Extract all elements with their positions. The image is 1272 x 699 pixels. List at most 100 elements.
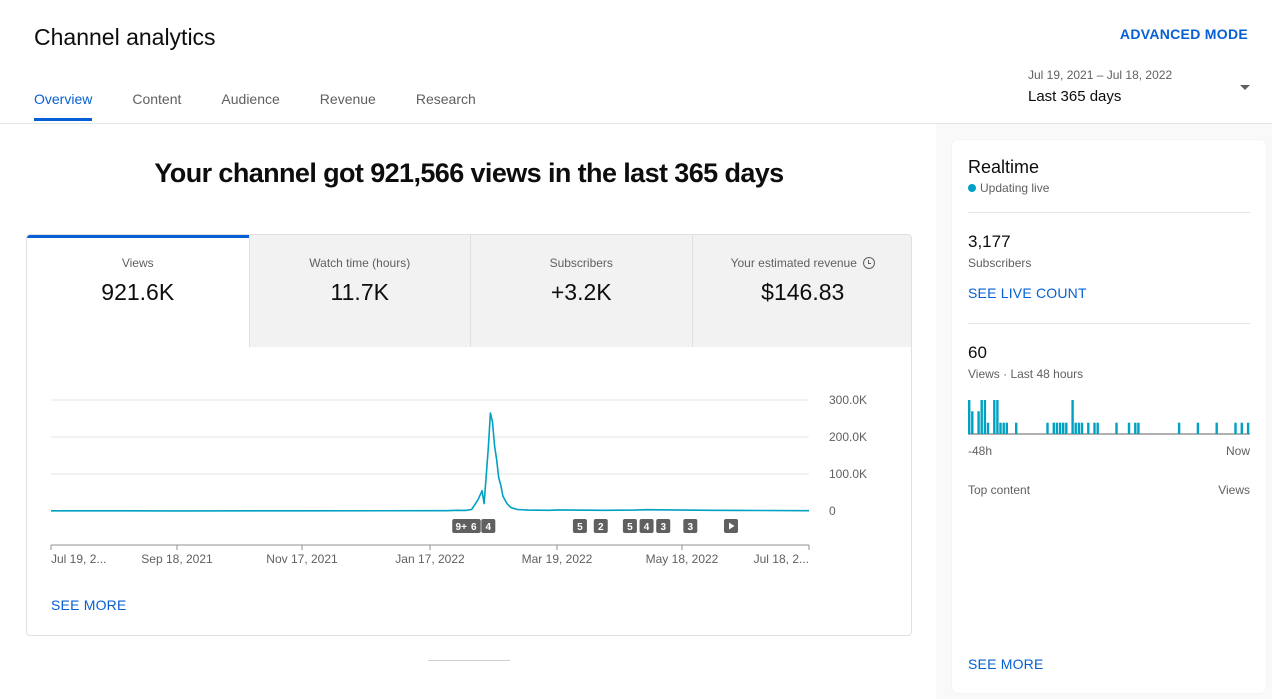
realtime-bar [1093,422,1096,434]
date-range: Jul 19, 2021 – Jul 18, 2022 [1028,68,1173,82]
metric-label: Your estimated revenue [730,256,857,270]
metric-label-wrap: Your estimated revenue [693,256,912,270]
play-icon [729,522,735,530]
realtime-bar [1134,422,1137,434]
realtime-bar [1046,422,1049,434]
realtime-bar [1196,422,1200,434]
y-tick-label: 200.0K [829,430,867,444]
realtime-bar [980,400,983,434]
video-marker [639,519,654,533]
y-tick-label: 100.0K [829,467,867,481]
video-marker [572,519,587,533]
top-content-header: Top content [968,483,1031,497]
realtime-card: Realtime Updating live 3,177 Subscribers… [952,140,1266,693]
y-tick-label: 300.0K [829,393,867,407]
realtime-bar [996,400,999,434]
metric-tab-revenue[interactable]: Your estimated revenue $146.83 [691,235,912,347]
period-label: Last 365 days [1028,88,1122,105]
bar-start-label: -48h [968,444,993,458]
video-marker [656,519,671,533]
video-marker-count: 5 [577,522,583,533]
video-marker-count: 5 [627,522,633,533]
video-marker [466,519,481,533]
realtime-bar [971,411,974,434]
clock-icon[interactable] [862,257,875,269]
realtime-bar [1240,422,1243,434]
page-title: Channel analytics [34,24,216,50]
x-tick-label: Jul 18, 2... [754,552,809,566]
video-marker [481,519,496,533]
realtime-bar [986,422,990,434]
realtime-bar [993,400,996,434]
realtime-title: Realtime [968,157,1040,177]
metric-tab-watch-time[interactable]: Watch time (hours) 11.7K [248,235,470,347]
metric-value: 921.6K [101,279,175,305]
realtime-bar [1058,422,1062,434]
key-metrics-card: Views 921.6K Watch time (hours) 11.7K Su… [26,234,912,636]
metric-tab-views[interactable]: Views 921.6K [27,235,249,347]
x-tick-label: May 18, 2022 [646,552,719,566]
analytics-tabs: Overview Content Audience Revenue Resear… [34,91,516,121]
x-tick-label: Jul 19, 2... [51,552,106,566]
views-line-chart: 300.0K 200.0K 100.0K 0 Jul 19, 2... Sep 18, 2… [50,393,867,566]
pager-indicator [428,660,510,661]
tab-content[interactable]: Content [132,91,182,107]
tab-overview[interactable]: Overview [34,91,93,121]
video-marker [622,519,637,533]
realtime-bar [1096,422,1099,434]
metric-label: Subscribers [549,256,613,270]
realtime-subscribers-label: Subscribers [968,256,1032,270]
realtime-bar [1055,422,1059,434]
video-marker [452,519,471,533]
video-marker-count: 6 [471,522,477,533]
x-tick-label: Mar 19, 2022 [522,552,593,566]
realtime-bar [1015,422,1018,434]
realtime-bar [1002,422,1005,434]
divider [968,212,1250,213]
realtime-views-bar-chart [968,400,1250,435]
advanced-mode-button[interactable]: ADVANCED MODE [1119,26,1248,42]
realtime-views-label: Views · Last 48 hours [968,367,1084,381]
realtime-bar [1062,422,1065,434]
video-marker [683,519,698,533]
tab-research[interactable]: Research [415,91,476,107]
live-dot-icon [968,184,976,192]
realtime-bar [999,422,1002,434]
video-marker-count: 9+ [456,522,468,533]
tab-revenue[interactable]: Revenue [319,91,376,107]
date-range-picker[interactable]: Jul 19, 2021 – Jul 18, 2022 Last 365 day… [1028,68,1252,112]
views-headline: Your channel got 921,566 views in the la… [154,158,784,188]
video-marker [593,519,608,533]
video-marker-count: 3 [660,522,666,533]
realtime-bar [977,411,980,434]
realtime-see-more-button[interactable]: SEE MORE [968,656,1044,672]
x-tick-label: Nov 17, 2021 [266,552,338,566]
tab-audience[interactable]: Audience [221,91,280,107]
realtime-bar [1137,422,1140,434]
realtime-bar [1127,422,1131,434]
metric-tab-subscribers[interactable]: Subscribers +3.2K [470,235,692,347]
see-more-button[interactable]: SEE MORE [51,597,127,613]
video-marker-count: 4 [644,522,650,533]
x-tick-label: Sep 18, 2021 [141,552,213,566]
metric-value: $146.83 [761,279,845,305]
metric-value: +3.2K [550,279,612,305]
realtime-bar [968,400,971,434]
realtime-bar [1074,422,1077,434]
see-live-count-button[interactable]: SEE LIVE COUNT [968,285,1087,301]
realtime-bar [1052,422,1055,434]
views-column-header: Views [1218,483,1250,497]
live-status-text: Updating live [980,181,1050,195]
x-tick-label: Jan 17, 2022 [395,552,465,566]
realtime-views-value: 60 [968,343,987,362]
realtime-bar [1215,422,1218,434]
video-marker-count: 4 [486,522,492,533]
realtime-bar [1115,422,1118,434]
realtime-bar [983,400,987,434]
realtime-bar [1087,422,1090,434]
divider [968,323,1250,324]
overview-main: Your channel got 921,566 views in the la… [0,124,936,699]
bar-end-label: Now [1225,444,1250,458]
live-status: Updating live [968,181,1049,195]
